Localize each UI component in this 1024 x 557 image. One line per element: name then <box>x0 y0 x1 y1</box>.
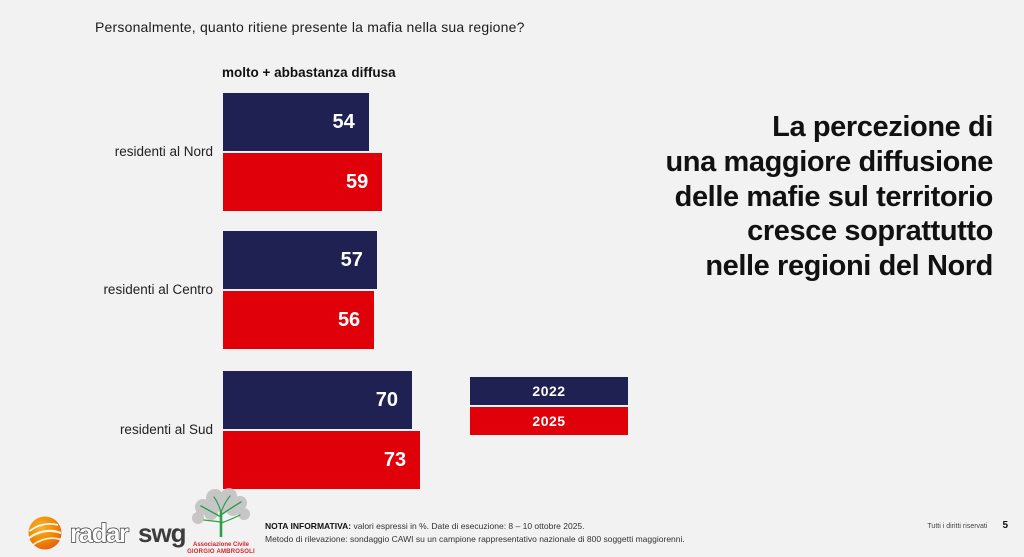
measure-label: molto + abbastanza diffusa <box>222 65 396 80</box>
legend-item-2025: 2025 <box>470 407 628 435</box>
globe-icon <box>28 516 62 550</box>
bar-group-nord: 54 59 <box>223 93 383 211</box>
radar-swg-wordmark: radar swg <box>70 517 187 548</box>
ambrosoli-association-logo: Associazione Civile GIORGIO AMBROSOLI <box>187 487 255 556</box>
bar-sud-2025: 73 <box>223 431 421 489</box>
bar-value-label: 57 <box>340 248 363 271</box>
nota-informativa: NOTA INFORMATIVA: valori espressi in %. … <box>265 520 735 546</box>
bar-centro-2025: 56 <box>223 291 375 349</box>
bar-nord-2025: 59 <box>223 153 383 211</box>
nota-label: NOTA INFORMATIVA: <box>265 521 352 531</box>
nota-line-2: Metodo di rilevazione: sondaggio CAWI su… <box>265 533 685 544</box>
category-label-sud: residenti al Sud <box>119 422 213 437</box>
headline-line: La percezione di <box>772 111 993 143</box>
headline-line: una maggiore diffusione <box>665 145 993 178</box>
bar-value-label: 56 <box>337 308 361 331</box>
association-name-line2: GIORGIO AMBROSOLI <box>187 549 255 555</box>
radar-text: radar <box>70 518 129 548</box>
radar-swg-logo: radar swg <box>26 514 208 552</box>
bar-group-sud: 70 73 <box>223 371 421 489</box>
bar-nord-2022: 54 <box>223 93 369 151</box>
association-name-line1: Associazione Civile <box>192 542 250 548</box>
category-label-nord: residenti al Nord <box>114 144 213 159</box>
bar-group-centro: 57 56 <box>223 231 377 349</box>
rights-text: Tutti i diritti riservati <box>927 523 988 530</box>
headline: La percezione di una maggiore diffusione… <box>563 110 993 284</box>
bar-value-label: 59 <box>346 170 369 193</box>
page-number: 5 <box>1002 520 1008 531</box>
nota-line1-text: valori espressi in %. Date di esecuzione… <box>351 521 585 531</box>
headline-line: delle mafie sul territorio <box>674 180 994 213</box>
swg-text: swg <box>138 518 186 548</box>
bar-value-label: 70 <box>375 388 398 411</box>
nota-line-1: NOTA INFORMATIVA: valori espressi in %. … <box>265 520 735 533</box>
bar-value-label: 73 <box>383 448 407 471</box>
bar-centro-2022: 57 <box>223 231 377 289</box>
headline-line: nelle regioni del Nord <box>705 250 993 283</box>
tree-icon <box>192 488 250 539</box>
legend-item-2022: 2022 <box>470 377 628 405</box>
legend: 2022 2025 <box>470 377 628 435</box>
question-title: Personalmente, quanto ritiene presente l… <box>95 19 525 35</box>
bar-sud-2022: 70 <box>223 371 412 429</box>
headline-line: cresce soprattutto <box>747 215 993 248</box>
category-label-centro: residenti al Centro <box>103 282 213 297</box>
footer-rights: Tutti i diritti riservati 5 <box>927 520 1008 531</box>
bar-value-label: 54 <box>332 110 355 133</box>
